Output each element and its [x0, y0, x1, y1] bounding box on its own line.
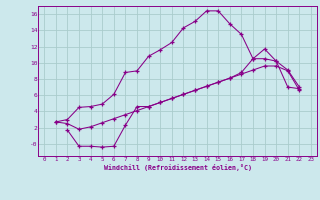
X-axis label: Windchill (Refroidissement éolien,°C): Windchill (Refroidissement éolien,°C): [104, 164, 252, 171]
